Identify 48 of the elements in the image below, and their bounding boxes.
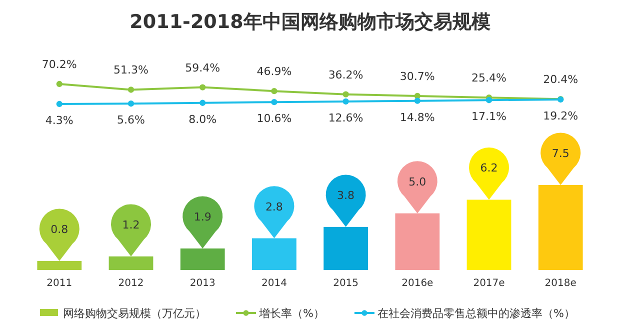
x-tick-label: 2018e xyxy=(544,278,576,289)
x-tick-label: 2013 xyxy=(190,278,216,289)
data-label: 36.2% xyxy=(328,68,364,82)
data-label: 51.3% xyxy=(114,64,148,77)
x-tick-label: 2012 xyxy=(118,278,144,289)
data-label: 10.6% xyxy=(256,112,292,126)
data-label: 0.8 xyxy=(50,222,68,236)
point xyxy=(128,86,134,93)
point xyxy=(342,91,349,98)
x-tick-label: 2014 xyxy=(261,278,287,289)
point xyxy=(56,80,62,88)
data-label: 8.0% xyxy=(188,112,217,126)
point xyxy=(271,88,278,94)
point xyxy=(342,98,349,105)
data-label: 59.4% xyxy=(185,61,220,74)
data-label: 1.9 xyxy=(194,210,212,224)
data-label: 6.2 xyxy=(480,162,498,175)
data-label: 1.2 xyxy=(122,218,140,232)
x-tick-label: 2015 xyxy=(333,278,359,289)
data-label: 19.2% xyxy=(543,109,578,122)
data-label: 46.9% xyxy=(256,65,292,78)
point xyxy=(271,99,278,106)
data-label: 30.7% xyxy=(400,70,435,83)
data-label: 12.6% xyxy=(328,111,364,124)
data-label: 17.1% xyxy=(472,110,506,124)
data-label: 7.5 xyxy=(552,147,570,160)
data-label: 70.2% xyxy=(42,58,77,71)
point xyxy=(200,100,206,106)
point xyxy=(56,100,62,108)
x-tick-label: 2011 xyxy=(46,278,72,289)
point xyxy=(200,84,206,90)
legend-label: 增长率（%） xyxy=(258,307,324,320)
chart-title: 2011-2018年中国网络购物市场交易规模 xyxy=(130,11,490,33)
legend-label: 网络购物交易规模（万亿元） xyxy=(63,307,206,320)
data-label: 3.8 xyxy=(337,188,355,202)
data-label: 25.4% xyxy=(472,72,506,85)
data-label: 14.8% xyxy=(400,110,435,124)
point xyxy=(414,98,420,104)
x-tick-label: 2017e xyxy=(473,278,505,289)
point xyxy=(128,100,134,107)
data-label: 20.4% xyxy=(543,73,578,86)
data-label: 5.0 xyxy=(408,175,426,188)
data-label: 5.6% xyxy=(117,114,145,127)
x-tick-label: 2016e xyxy=(402,278,434,289)
data-label: 2.8 xyxy=(265,200,283,214)
point xyxy=(486,97,492,104)
legend-label: 在社会消费品零售总额中的渗透率（%） xyxy=(377,307,575,320)
data-label: 4.3% xyxy=(45,114,74,127)
